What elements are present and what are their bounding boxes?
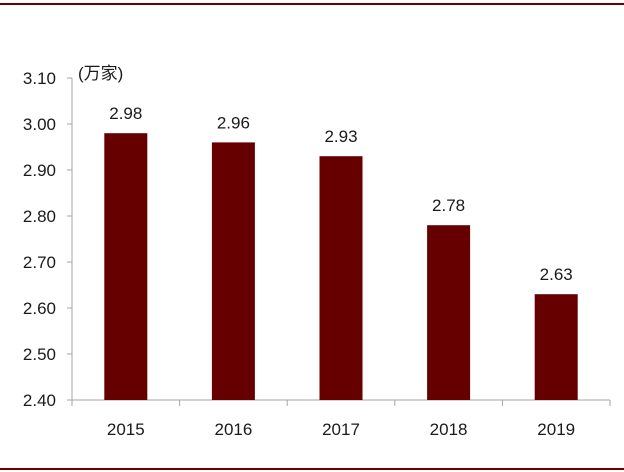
y-tick-label: 2.40 <box>23 391 56 410</box>
y-tick-label: 3.00 <box>23 115 56 134</box>
bar-value-label: 2.98 <box>109 104 142 123</box>
bottom-frame-line <box>0 468 624 470</box>
x-tick-label: 2015 <box>107 420 145 439</box>
x-tick-label: 2017 <box>322 420 360 439</box>
y-tick-label: 2.50 <box>23 345 56 364</box>
bar <box>211 142 255 400</box>
bar <box>427 225 471 400</box>
bar <box>104 133 148 400</box>
bar-value-label: 2.78 <box>432 196 465 215</box>
bar-value-label: 2.96 <box>217 113 250 132</box>
x-tick-label: 2016 <box>214 420 252 439</box>
bars <box>104 133 578 400</box>
axes: 2.40 2.50 2.60 2.70 2.80 2.90 3.00 3.10 2015 2016… <box>23 69 611 439</box>
y-tick-label: 2.70 <box>23 253 56 272</box>
bar <box>534 294 578 400</box>
x-tick-label: 2019 <box>537 420 575 439</box>
y-tick-label: 2.90 <box>23 161 56 180</box>
data-labels: 2.98 2.96 2.93 2.78 2.63 <box>109 104 572 284</box>
y-unit-label: (万家) <box>78 64 123 83</box>
y-tick-label: 2.60 <box>23 299 56 318</box>
y-tick-label: 2.80 <box>23 207 56 226</box>
y-tick-label: 3.10 <box>23 69 56 88</box>
bar <box>319 156 363 400</box>
bar-value-label: 2.93 <box>324 127 357 146</box>
bar-value-label: 2.63 <box>540 265 573 284</box>
top-frame-line <box>0 3 624 5</box>
x-tick-label: 2018 <box>430 420 468 439</box>
